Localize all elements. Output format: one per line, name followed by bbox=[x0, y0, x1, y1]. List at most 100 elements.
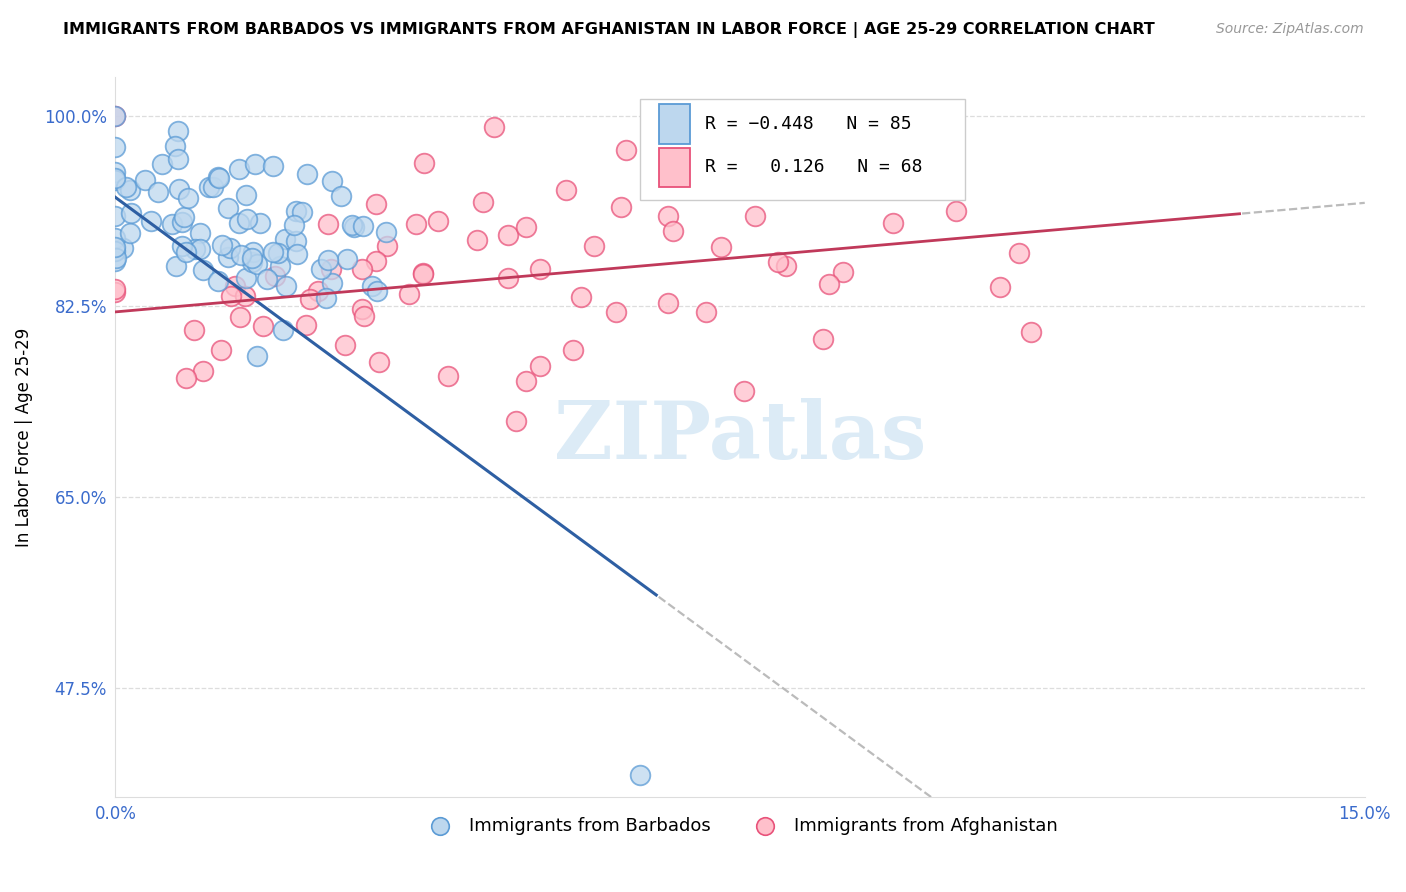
Point bbox=[505, 414, 527, 428]
Point bbox=[262, 245, 284, 260]
Point bbox=[228, 161, 250, 176]
Point bbox=[269, 259, 291, 273]
Point bbox=[515, 219, 537, 234]
Point bbox=[104, 282, 127, 296]
Point bbox=[271, 323, 294, 337]
Point bbox=[209, 343, 232, 357]
Point bbox=[165, 139, 187, 153]
Point bbox=[318, 217, 340, 231]
Point bbox=[283, 218, 305, 232]
Point bbox=[246, 349, 269, 363]
Point bbox=[367, 355, 389, 369]
Bar bbox=[659, 147, 690, 187]
Point bbox=[817, 277, 839, 291]
Point bbox=[191, 364, 214, 378]
Point bbox=[148, 186, 170, 200]
Point bbox=[229, 248, 252, 262]
Point bbox=[219, 288, 242, 302]
Point bbox=[256, 272, 278, 286]
Point bbox=[321, 276, 343, 290]
Point bbox=[366, 284, 388, 298]
Point bbox=[104, 285, 127, 299]
Point bbox=[299, 292, 322, 306]
Point bbox=[657, 296, 679, 310]
Legend: Immigrants from Barbados, Immigrants from Afghanistan: Immigrants from Barbados, Immigrants fro… bbox=[415, 810, 1066, 842]
Text: IMMIGRANTS FROM BARBADOS VS IMMIGRANTS FROM AFGHANISTAN IN LABOR FORCE | AGE 25-: IMMIGRANTS FROM BARBADOS VS IMMIGRANTS F… bbox=[63, 22, 1154, 38]
Point bbox=[315, 291, 337, 305]
Point bbox=[242, 245, 264, 260]
Point bbox=[165, 259, 187, 273]
Point bbox=[554, 183, 576, 197]
Point bbox=[263, 269, 285, 284]
Point bbox=[775, 259, 797, 273]
Point bbox=[352, 301, 374, 316]
Point bbox=[208, 170, 231, 185]
Point bbox=[134, 173, 156, 187]
Point bbox=[496, 270, 519, 285]
Point bbox=[1008, 246, 1031, 260]
Point bbox=[172, 239, 194, 253]
Point bbox=[104, 172, 127, 186]
Point bbox=[183, 323, 205, 337]
Point bbox=[207, 274, 229, 288]
Point bbox=[336, 252, 359, 266]
Point bbox=[188, 226, 211, 240]
Text: ZIPatlas: ZIPatlas bbox=[554, 399, 927, 476]
Point bbox=[249, 215, 271, 229]
Point bbox=[169, 182, 191, 196]
Point bbox=[364, 254, 387, 268]
Point bbox=[235, 211, 257, 226]
Point bbox=[202, 180, 225, 194]
Point bbox=[988, 280, 1011, 294]
Point bbox=[167, 124, 190, 138]
Point bbox=[104, 109, 127, 123]
Point bbox=[661, 225, 683, 239]
Point bbox=[115, 179, 138, 194]
Point bbox=[111, 240, 134, 254]
Point bbox=[529, 359, 551, 374]
Point bbox=[609, 200, 631, 214]
Point bbox=[295, 167, 318, 181]
Point bbox=[262, 160, 284, 174]
Point bbox=[291, 204, 314, 219]
Point bbox=[284, 203, 307, 218]
FancyBboxPatch shape bbox=[640, 99, 965, 200]
Bar bbox=[659, 104, 690, 144]
Point bbox=[616, 143, 638, 157]
Point bbox=[174, 371, 197, 385]
Point bbox=[515, 374, 537, 388]
Point bbox=[1019, 326, 1042, 340]
Point bbox=[191, 263, 214, 277]
Point bbox=[120, 206, 142, 220]
Point bbox=[104, 140, 127, 154]
Point bbox=[105, 251, 128, 265]
Point bbox=[657, 209, 679, 223]
Point bbox=[316, 253, 339, 268]
Point bbox=[170, 215, 193, 229]
Point bbox=[104, 244, 127, 258]
Point bbox=[710, 240, 733, 254]
Point bbox=[335, 337, 357, 351]
Point bbox=[330, 188, 353, 202]
Point bbox=[352, 219, 374, 233]
Point bbox=[104, 231, 127, 245]
Point bbox=[104, 254, 127, 268]
Point bbox=[167, 152, 190, 166]
Point bbox=[217, 201, 239, 215]
Point bbox=[104, 210, 127, 224]
Point bbox=[197, 180, 219, 194]
Point bbox=[285, 234, 308, 248]
Point bbox=[651, 182, 673, 196]
Point bbox=[628, 768, 651, 782]
Point bbox=[267, 245, 290, 260]
Point bbox=[498, 227, 520, 242]
Point bbox=[350, 262, 373, 277]
Point bbox=[173, 210, 195, 224]
Point bbox=[274, 232, 297, 246]
Point bbox=[118, 183, 141, 197]
Point bbox=[375, 239, 398, 253]
Point bbox=[831, 265, 853, 279]
Point bbox=[118, 227, 141, 241]
Point bbox=[569, 290, 592, 304]
Point bbox=[484, 120, 506, 135]
